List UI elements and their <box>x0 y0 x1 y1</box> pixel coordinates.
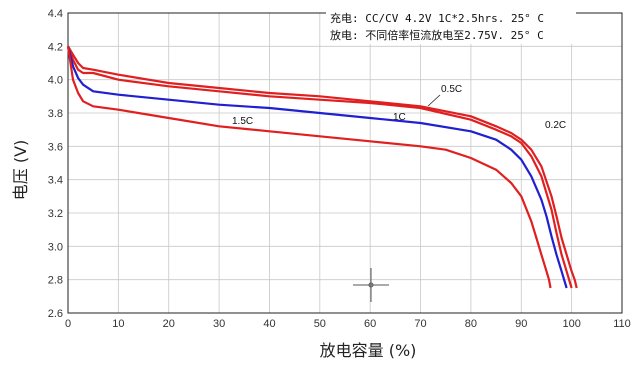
x-tick-label: 40 <box>263 318 275 330</box>
y-tick-label: 4.0 <box>48 75 63 87</box>
y-tick-label: 4.2 <box>48 41 63 53</box>
y-tick-label: 3.6 <box>48 141 63 153</box>
annotation-box <box>326 9 576 44</box>
x-tick-label: 100 <box>562 318 580 330</box>
series-label-leader <box>427 94 441 107</box>
series-label: 0.2C <box>545 120 566 131</box>
charge-note: 充电: CC/CV 4.2V 1C*2.5hrs. 25° C <box>330 11 544 25</box>
discharge-note: 放电: 不同倍率恒流放电至2.75V. 25° C <box>330 28 544 42</box>
x-tick-label: 90 <box>515 318 527 330</box>
tick-labels: 0 10 20 30 40 50 60 70 80 90 100 110 2.6 2.8 3.0 3.2 3.4… <box>48 8 631 330</box>
x-tick-label: 20 <box>163 318 175 330</box>
x-tick-label: 110 <box>613 318 631 330</box>
series-line-1_5C <box>66 46 552 289</box>
x-tick-label: 70 <box>414 318 426 330</box>
y-tick-label: 3.8 <box>48 108 63 120</box>
series-lines: 0.2C 0.5C 1C 1.5C <box>66 45 578 289</box>
x-tick-label: 80 <box>465 318 477 330</box>
x-tick-label: 0 <box>65 318 71 330</box>
x-tick-label: 60 <box>364 318 376 330</box>
crosshair-cursor <box>353 268 389 302</box>
y-tick-label: 3.2 <box>48 208 63 220</box>
x-tick-label: 50 <box>314 318 326 330</box>
series-line-0_2C <box>67 45 578 289</box>
series-line-0_5C <box>66 45 573 289</box>
x-axis-title: 放电容量 (%) <box>320 341 417 360</box>
x-tick-label: 10 <box>112 318 124 330</box>
y-tick-label: 2.6 <box>48 308 63 320</box>
series-label: 1C <box>393 112 406 123</box>
y-tick-label: 3.4 <box>48 175 63 187</box>
series-label: 0.5C <box>441 84 462 95</box>
series-line-1C <box>66 46 568 289</box>
y-tick-label: 3.0 <box>48 241 63 253</box>
y-axis-title: 电压 (V) <box>11 140 30 201</box>
x-tick-label: 30 <box>213 318 225 330</box>
y-tick-label: 4.4 <box>48 8 63 20</box>
y-tick-label: 2.8 <box>48 275 63 287</box>
series-label: 1.5C <box>232 116 253 127</box>
